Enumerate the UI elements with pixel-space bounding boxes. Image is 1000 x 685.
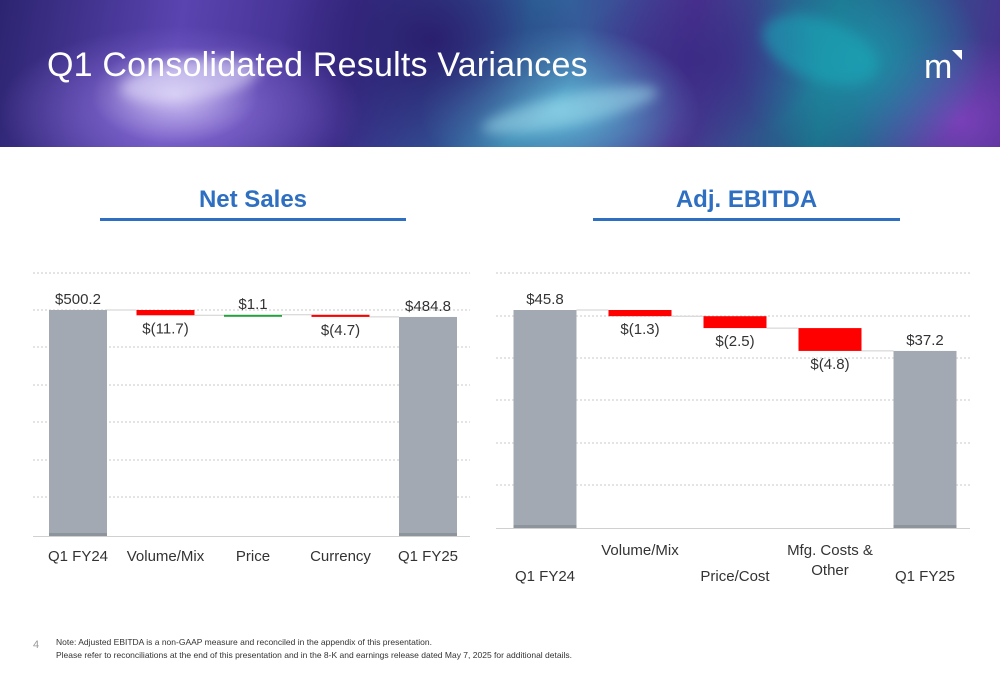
bar-base-shade — [893, 525, 957, 528]
bar-price — [224, 314, 282, 317]
bar-base-shade — [49, 533, 107, 536]
data-label: $37.2 — [906, 332, 944, 349]
company-logo: m — [924, 48, 962, 84]
bar-base-shade — [399, 533, 457, 536]
bar-price-cost — [703, 316, 767, 329]
category-label: Q1 FY24 — [515, 568, 575, 585]
bar-q1-fy24 — [513, 310, 577, 528]
slide-title: Q1 Consolidated Results Variances — [47, 46, 588, 84]
ebitda-heading-rule — [593, 218, 900, 221]
data-label: $(1.3) — [620, 321, 659, 338]
category-label: Price — [236, 548, 270, 565]
page-number: 4 — [33, 639, 40, 651]
category-label: Mfg. Costs & Other — [787, 542, 873, 579]
net-sales-heading: Net Sales — [198, 186, 308, 213]
category-label: Q1 FY25 — [398, 548, 458, 565]
data-label: $(11.7) — [142, 320, 188, 337]
footnote-line-2: Please refer to reconciliations at the e… — [56, 649, 572, 660]
bar-currency — [311, 314, 370, 317]
bar-q1-fy25 — [399, 316, 457, 536]
footnote: Note: Adjusted EBITDA is a non-GAAP meas… — [56, 636, 572, 661]
net-sales-heading-rule — [100, 218, 406, 221]
bar-volume-mix — [608, 310, 672, 317]
bar-mfg-costs-other — [798, 328, 862, 351]
bar-q1-fy24 — [49, 310, 107, 536]
data-label: $1.1 — [238, 296, 267, 313]
data-label: $(4.8) — [810, 356, 849, 373]
bar-volume-mix — [136, 310, 195, 316]
category-label: Q1 FY25 — [895, 568, 955, 585]
category-label: Currency — [310, 548, 371, 565]
footnote-line-1: Note: Adjusted EBITDA is a non-GAAP meas… — [56, 637, 432, 647]
category-label: Q1 FY24 — [48, 548, 108, 565]
category-label: Volume/Mix — [127, 548, 205, 565]
bar-q1-fy25 — [893, 350, 957, 528]
data-label: $45.8 — [526, 291, 564, 308]
data-label: $500.2 — [55, 291, 101, 308]
logo-mark-icon — [952, 50, 962, 60]
header-banner: Q1 Consolidated Results Variances m — [0, 0, 1000, 147]
category-label: Price/Cost — [700, 568, 770, 585]
data-label: $(2.5) — [715, 333, 754, 350]
data-label: $484.8 — [405, 298, 451, 315]
ebitda-heading: Adj. EBITDA — [675, 186, 818, 213]
logo-letter: m — [924, 48, 952, 84]
data-label: $(4.7) — [321, 322, 360, 339]
category-label: Volume/Mix — [601, 542, 679, 559]
bar-base-shade — [513, 525, 577, 528]
